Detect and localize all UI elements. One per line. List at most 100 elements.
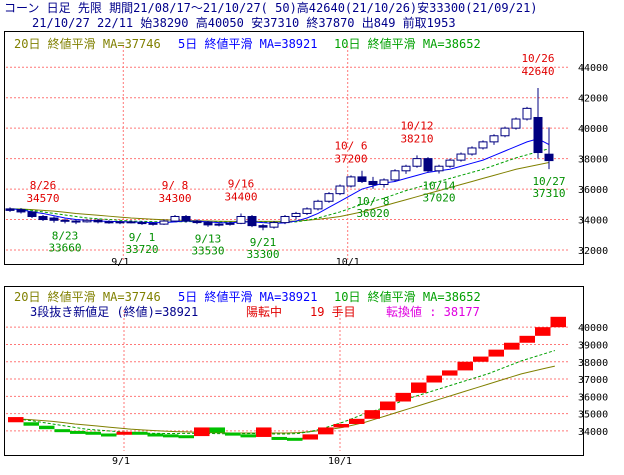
x-tick-label: 9/1 [111, 257, 129, 268]
annotation-date: 9/ 8 [162, 179, 189, 192]
brick [116, 431, 132, 435]
annotation-low: 37020 [422, 192, 455, 205]
candle-body [236, 215, 246, 224]
annotation-date: 10/12 [400, 119, 433, 132]
annotation-date: 10/ 6 [334, 139, 367, 152]
x-tick-label: 9/1 [112, 456, 130, 467]
y-tick-label: 40000 [578, 124, 608, 135]
ma5-legend: 5日 終値平滑 MA=38921 [178, 37, 318, 51]
brick [39, 425, 55, 430]
candle-body [258, 225, 268, 228]
candle-body [49, 217, 59, 221]
candle-body [401, 165, 411, 172]
candle-body [324, 193, 334, 202]
brick [364, 410, 380, 419]
brick [209, 427, 225, 433]
candle-body [203, 222, 213, 226]
candle-body [16, 209, 26, 213]
candle-body [38, 215, 48, 221]
y-tick-label: 38000 [578, 358, 608, 369]
ma20-legend: 20日 終値平滑 MA=37746 [14, 37, 161, 51]
annotation-date: 9/ 1 [129, 231, 156, 244]
annotation-low: 33720 [125, 243, 158, 256]
candle-body [467, 147, 477, 155]
annotation-date: 10/26 [521, 52, 554, 65]
brick [550, 316, 566, 328]
x-tick-label: 10/1 [336, 257, 360, 268]
annotation-high: 37200 [334, 152, 367, 165]
candle-body [412, 158, 422, 167]
candle-body [390, 170, 400, 181]
annotation-high: 34400 [224, 190, 257, 203]
candle-body [478, 141, 488, 149]
brick [411, 382, 427, 393]
candle-body [93, 219, 103, 223]
brick [85, 431, 101, 435]
brick [333, 423, 349, 428]
three-break-panel [4, 286, 584, 456]
brick [473, 356, 489, 362]
annotation-high: 42640 [521, 65, 554, 78]
ma20-curve [7, 365, 555, 434]
three-break-switch: 転換値 : 38177 [386, 305, 480, 319]
annotation-low: 36020 [356, 207, 389, 220]
candle-body [5, 208, 15, 211]
candle-body [170, 215, 180, 222]
x-tick-label: 10/1 [328, 456, 352, 467]
y-tick-label: 36000 [578, 185, 608, 196]
ma5-legend-2: 5日 終値平滑 MA=38921 [178, 290, 318, 304]
annotation-low: 33660 [48, 241, 81, 254]
y-tick-label: 35000 [578, 410, 608, 421]
brick [54, 429, 70, 433]
brick [163, 434, 179, 438]
annotation-high: 34570 [26, 192, 59, 205]
price-chart-panel [4, 31, 584, 265]
brick [488, 349, 504, 357]
brick [101, 433, 117, 437]
brick [271, 436, 287, 440]
three-break-count: 19 手目 [310, 305, 356, 319]
three-break-status: 陽転中 [246, 305, 283, 319]
ma10-curve [7, 350, 555, 435]
candle-body [148, 222, 158, 225]
y-tick-label: 40000 [578, 323, 608, 334]
candle-body [335, 185, 345, 195]
y-tick-label: 37000 [578, 375, 608, 386]
three-break-label: 3段抜き新値足 (終値)=38921 [30, 305, 199, 319]
annotation-date: 10/ 8 [356, 195, 389, 208]
brick [178, 435, 194, 439]
y-tick-label: 39000 [578, 340, 608, 351]
candle-body [357, 176, 367, 182]
candle-body [434, 165, 444, 172]
annotation-date: 8/23 [52, 229, 79, 242]
candle-body [225, 222, 235, 225]
brick [380, 401, 396, 411]
annotation-date: 9/21 [250, 236, 277, 249]
candle-body [368, 180, 378, 186]
y-tick-label: 42000 [578, 94, 608, 105]
candlestick-chart: 44000 42000 40000 38000 36000 34000 32000 9/1 10… [5, 46, 608, 268]
brick [132, 431, 148, 435]
brick [457, 361, 473, 371]
y-tick-label: 34000 [578, 427, 608, 438]
brick [287, 437, 303, 441]
brick [194, 427, 210, 437]
ma10-line [9, 148, 550, 223]
candle-body [511, 118, 521, 129]
candle-body [82, 219, 92, 223]
y-tick-label: 36000 [578, 392, 608, 403]
annotation-low: 37310 [532, 187, 565, 200]
candle-body [500, 127, 510, 137]
brick [70, 430, 86, 434]
annotation-date: 8/26 [30, 179, 57, 192]
candle-body [126, 221, 136, 224]
annotation-date: 10/27 [532, 175, 565, 188]
candle-body [159, 220, 169, 225]
candle-body [544, 153, 554, 162]
candle-body [269, 222, 279, 228]
annotation-date: 9/16 [228, 177, 255, 190]
y-tick-label: 38000 [578, 155, 608, 166]
candle-body [137, 222, 147, 225]
candle-body [104, 221, 114, 224]
